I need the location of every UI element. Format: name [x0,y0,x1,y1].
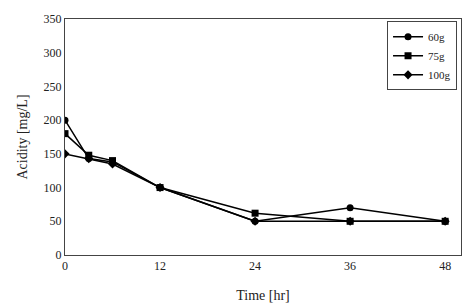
svg-text:0: 0 [56,248,62,262]
svg-text:75g: 75g [428,50,445,62]
svg-text:200: 200 [44,113,62,127]
svg-text:250: 250 [44,80,62,94]
svg-text:48: 48 [439,259,451,273]
svg-text:50: 50 [50,214,62,228]
svg-text:100: 100 [44,181,62,195]
svg-text:60g: 60g [428,31,445,43]
svg-text:36: 36 [344,259,356,273]
svg-text:300: 300 [44,46,62,60]
svg-text:Acidity [mg/L]: Acidity [mg/L] [15,94,30,179]
svg-text:350: 350 [44,12,62,26]
svg-text:Time [hr]: Time [hr] [236,288,290,303]
svg-text:12: 12 [154,259,166,273]
svg-text:100g: 100g [428,69,451,81]
svg-text:0: 0 [62,259,68,273]
svg-text:24: 24 [249,259,261,273]
svg-text:150: 150 [44,147,62,161]
